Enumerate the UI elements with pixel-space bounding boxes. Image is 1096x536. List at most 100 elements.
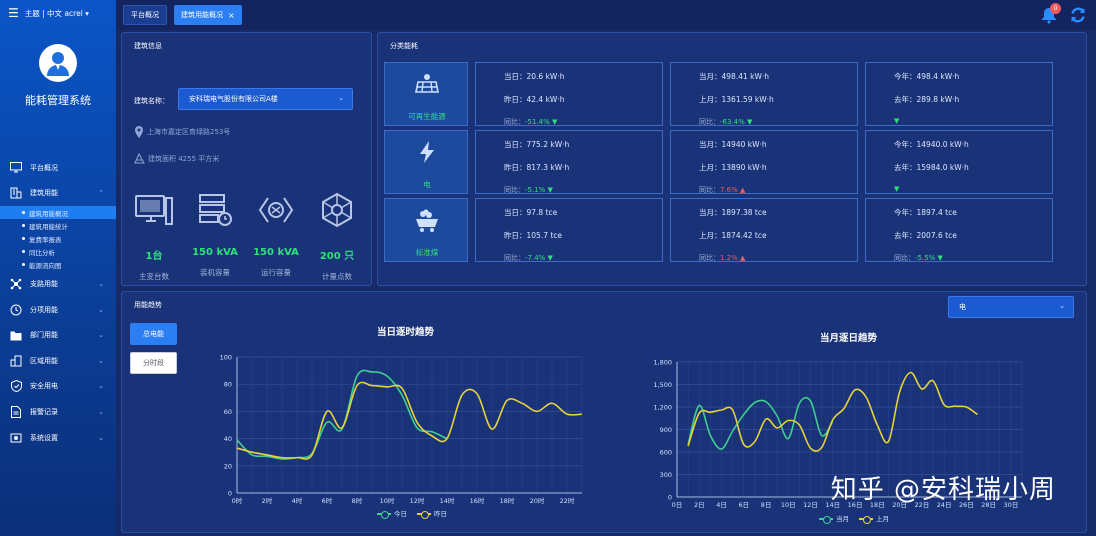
building-area: 建筑面积 4255 平方米: [134, 153, 219, 164]
x-tick-label: 16日: [848, 501, 863, 509]
yoy-percent: -51.4%: [525, 118, 550, 126]
previous-value: 昨日：42.4 kW·h: [504, 95, 565, 104]
series-line-当月: [687, 396, 834, 450]
yoy-change: 同比：7.6% ▲: [699, 185, 745, 195]
x-tick-label: 18时: [500, 496, 515, 505]
arrow-down-icon: ▼: [549, 118, 558, 126]
y-tick-label: 80: [224, 381, 232, 389]
stat-label: 运行容量: [261, 268, 291, 277]
x-tick-label: 2日: [694, 501, 705, 509]
x-tick-label: 22时: [560, 496, 575, 505]
previous-value: 上月：1874.42 tce: [699, 231, 767, 240]
category-type-box[interactable]: 可再生能源: [384, 62, 468, 126]
stat-label: 主变台数: [139, 272, 169, 281]
yoy-percent: -5.5%: [915, 254, 936, 262]
sidebar-item-area[interactable]: 区域用能 ⌄: [0, 348, 116, 374]
chevron-down-icon: ⌄: [98, 305, 104, 314]
category-type-box[interactable]: 电: [384, 130, 468, 194]
legend-item[interactable]: 上月: [859, 513, 889, 524]
yoy-change: 同比：1.2% ▲: [699, 253, 745, 263]
daily-trend-chart: 0 20 40 60 80 100 0时 2时 4时 6时 8时 10时 12时 14时 16时 18时 20时…: [220, 354, 583, 505]
arrow-up-icon: ▲: [737, 254, 746, 262]
series-line-昨日: [236, 381, 583, 460]
tab-platform-overview[interactable]: 平台概况: [123, 5, 167, 25]
sidebar-item-label: 系统设置: [30, 433, 58, 442]
y-tick-label: 60: [224, 408, 232, 416]
legend-item[interactable]: 当月: [819, 513, 849, 524]
daily-chart-title: 当日逐时趋势: [377, 327, 435, 338]
sidebar-subitem[interactable]: 能源流向图: [0, 258, 116, 271]
menu-toggle-icon[interactable]: ☰: [8, 6, 19, 20]
building-name-select[interactable]: 安科瑞电气股份有限公司A楼 ⌄: [178, 88, 353, 110]
yoy-label: 同比：: [699, 254, 720, 262]
panel-title: 用能趋势: [134, 301, 162, 309]
building-stat: 200 只计量点数: [309, 191, 365, 282]
sidebar-item-clock[interactable]: 分项用能 ⌄: [0, 297, 116, 323]
yoy-percent: -7.4%: [525, 254, 546, 262]
energy-type-select[interactable]: 电 ⌄: [948, 296, 1074, 318]
sidebar-item-folder[interactable]: 部门用能 ⌄: [0, 322, 116, 348]
legend-label: 上月: [876, 515, 889, 523]
x-tick-label: 6时: [322, 496, 333, 505]
building-stat: 150 kVA 装机容量: [187, 191, 243, 278]
sidebar-item-monitor[interactable]: 平台概况: [0, 155, 116, 181]
category-month-cell: 当月：1897.38 tce 上月：1874.42 tce 同比：1.2% ▲: [670, 198, 858, 262]
sidebar-item-branch[interactable]: 支路用能 ⌄: [0, 271, 116, 297]
arrow-down-icon: ▼: [545, 186, 553, 194]
chevron-down-icon: ⌄: [98, 356, 104, 365]
yoy-change: ▼: [894, 117, 899, 125]
x-tick-label: 26日: [959, 501, 974, 509]
category-type-box[interactable]: 标准煤: [384, 198, 468, 262]
legend-label: 昨日: [434, 510, 447, 518]
building-stat: 1台 主变台数: [126, 191, 182, 282]
monthly-chart-legend: 当月 上月: [819, 513, 889, 524]
chevron-down-icon: ⌄: [1059, 302, 1065, 310]
sidebar-item-building[interactable]: 建筑用能 ⌃: [0, 181, 116, 207]
trend-panel: 用能趋势 总电能 分时段 电 ⌄ 当日逐时趋势 当月逐日趋势 0 20 40 60 80 1…: [121, 291, 1087, 533]
current-value: 当日：20.6 kW·h: [504, 72, 565, 81]
previous-value: 去年：2007.6 tce: [894, 231, 957, 240]
time-period-button[interactable]: 分时段: [130, 352, 177, 374]
current-value: 当月：14940 kW·h: [699, 140, 767, 149]
x-tick-label: 8时: [352, 496, 363, 505]
total-energy-button[interactable]: 总电能: [130, 323, 177, 345]
theme-language-user[interactable]: 主题 | 中文 acrel ▾: [24, 8, 89, 18]
current-value: 今年：14940.0 kW·h: [894, 140, 969, 149]
sidebar-item-settings[interactable]: 系统设置 ⌄: [0, 425, 116, 451]
yoy-percent: -5.1%: [525, 186, 546, 194]
close-icon[interactable]: ×: [228, 10, 235, 20]
legend-item[interactable]: 昨日: [417, 508, 447, 519]
sidebar-subitem[interactable]: 复费率报表: [0, 232, 116, 245]
coal-cart-icon: [385, 209, 469, 233]
top-bar: 平台概况 建筑用能概况 × 0: [116, 0, 1096, 30]
yoy-percent: -63.4%: [720, 118, 745, 126]
sidebar-subitem[interactable]: 建筑用能统计: [0, 219, 116, 232]
sidebar-item-label: 安全用电: [30, 382, 58, 391]
chevron-down-icon: ⌄: [98, 331, 104, 340]
sidebar-subitem[interactable]: 建筑用能概况: [0, 206, 116, 220]
yoy-change: 同比：-63.4% ▼: [699, 117, 752, 127]
server-icon: [187, 191, 243, 229]
y-tick-label: 0: [228, 490, 232, 498]
category-month-cell: 当月：14940 kW·h 上月：13890 kW·h 同比：7.6% ▲: [670, 130, 858, 194]
area-text: 建筑面积 4255 平方米: [148, 154, 220, 163]
y-tick-label: 600: [660, 449, 672, 457]
tab-building-energy-overview[interactable]: 建筑用能概况 ×: [174, 5, 242, 25]
sidebar-subitem[interactable]: 同比分析: [0, 245, 116, 258]
branch-icon: [10, 278, 22, 290]
refresh-icon[interactable]: [1069, 6, 1087, 26]
previous-value: 上月：13890 kW·h: [699, 163, 767, 172]
previous-value: 昨日：105.7 tce: [504, 231, 563, 240]
sidebar-item-document[interactable]: 报警记录 ⌄: [0, 399, 116, 425]
yoy-change: 同比：-5.1% ▼: [504, 185, 553, 195]
x-tick-label: 0时: [232, 496, 243, 505]
sidebar-item-shield[interactable]: 安全用电 ⌄: [0, 374, 116, 400]
legend-swatch: [859, 516, 873, 524]
legend-item[interactable]: 今日: [377, 508, 407, 519]
stat-value: 200 只: [319, 251, 355, 262]
legend-swatch: [377, 511, 391, 519]
avatar: [39, 44, 77, 82]
category-year-cell: 今年：498.4 kW·h 去年：289.8 kW·h ▼: [865, 62, 1053, 126]
stat-value: 150 kVA: [192, 247, 238, 258]
monthly-trend-chart: 0 300 600 900 1,200 1,500 1,800 0日 2日 4日 6日 8日 10日 12…: [653, 359, 1023, 509]
